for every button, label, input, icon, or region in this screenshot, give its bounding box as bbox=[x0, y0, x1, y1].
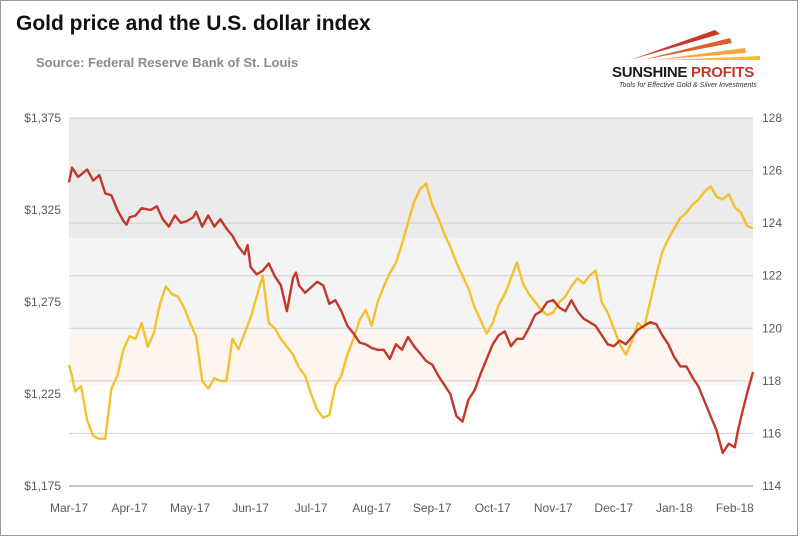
sun-rays-icon bbox=[630, 30, 760, 60]
right-axis-tick-label: 124 bbox=[762, 216, 782, 230]
x-axis-tick-label: Mar-17 bbox=[50, 501, 88, 515]
x-axis-tick-label: Jan-18 bbox=[656, 501, 693, 515]
x-axis-tick-label: May-17 bbox=[170, 501, 210, 515]
right-axis-tick-label: 116 bbox=[762, 426, 781, 440]
left-axis-tick-label: $1,275 bbox=[24, 295, 61, 309]
right-axis-tick-label: 120 bbox=[762, 321, 782, 335]
x-axis-tick-label: Apr-17 bbox=[112, 501, 148, 515]
chart-title: Gold price and the U.S. dollar index bbox=[16, 12, 371, 35]
band-low bbox=[69, 330, 753, 385]
right-axis-tick-label: 118 bbox=[762, 374, 781, 388]
brand-logo: SUNSHINE PROFITS Tools for Effective Gol… bbox=[600, 26, 770, 96]
right-axis-tick-label: 128 bbox=[762, 111, 782, 125]
brand-name: SUNSHINE PROFITS bbox=[612, 64, 754, 81]
gridlines bbox=[69, 117, 753, 487]
left-axis-tick-label: $1,175 bbox=[24, 479, 61, 493]
chart-source: Source: Federal Reserve Bank of St. Loui… bbox=[36, 55, 299, 70]
band-top bbox=[69, 118, 753, 238]
right-axis-ticks: 114 116 118 120 122 124 126 128 bbox=[762, 111, 782, 493]
left-axis-ticks: $1,175 $1,225 $1,275 $1,325 $1,375 bbox=[24, 111, 61, 493]
brand-name-part2: PROFITS bbox=[691, 64, 754, 81]
x-axis-ticks: Mar-17 Apr-17 May-17 Jun-17 Jul-17 Aug-17 Sep-… bbox=[50, 501, 754, 515]
x-axis-tick-label: Jun-17 bbox=[232, 501, 269, 515]
brand-tagline: Tools for Effective Gold & Silver Invest… bbox=[619, 82, 757, 89]
right-axis-tick-label: 122 bbox=[762, 269, 782, 283]
gold-price-line bbox=[67, 166, 755, 455]
right-axis-tick-label: 114 bbox=[762, 479, 781, 493]
right-axis-tick-label: 126 bbox=[762, 164, 782, 178]
x-axis-tick-label: Oct-17 bbox=[475, 501, 511, 515]
x-axis-tick-label: Sep-17 bbox=[413, 501, 452, 515]
dollar-index-line bbox=[67, 182, 754, 440]
x-axis-tick-label: Feb-18 bbox=[716, 501, 754, 515]
x-axis-tick-label: Nov-17 bbox=[534, 501, 573, 515]
band-mid bbox=[69, 238, 753, 330]
left-axis-tick-label: $1,325 bbox=[24, 203, 61, 217]
brand-name-part1: SUNSHINE bbox=[612, 64, 688, 81]
left-axis-tick-label: $1,375 bbox=[24, 111, 61, 125]
x-axis-tick-label: Dec-17 bbox=[594, 501, 633, 515]
left-axis-tick-label: $1,225 bbox=[24, 387, 61, 401]
x-axis-tick-label: Jul-17 bbox=[295, 501, 328, 515]
x-axis-tick-label: Aug-17 bbox=[352, 501, 391, 515]
